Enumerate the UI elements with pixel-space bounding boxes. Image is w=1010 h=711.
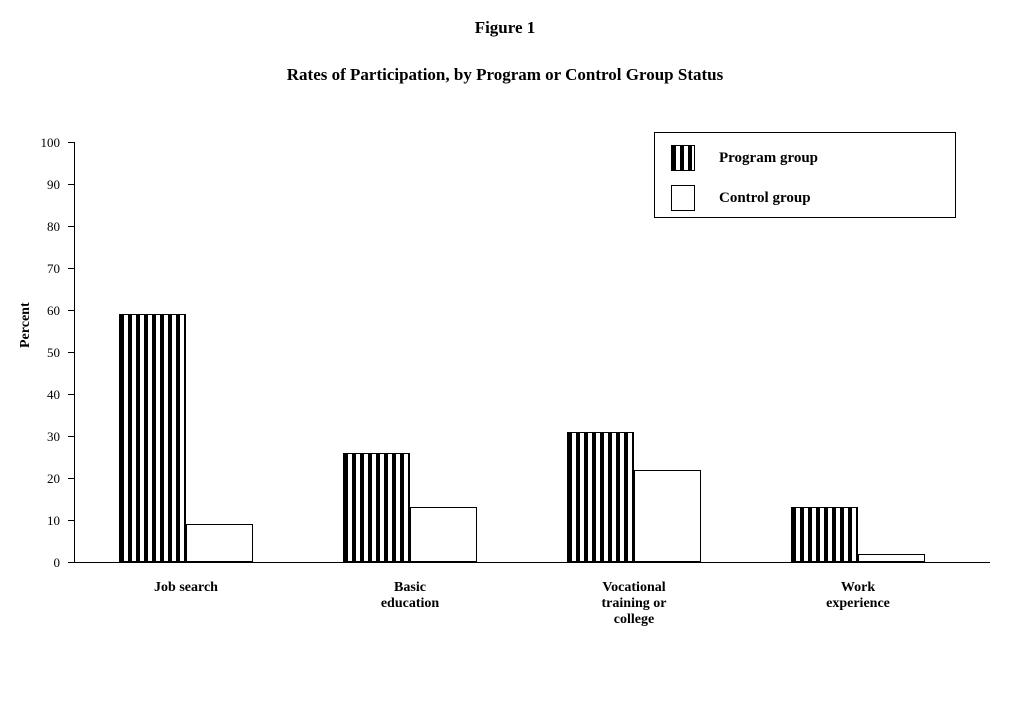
figure-title: Rates of Participation, by Program or Co… bbox=[0, 65, 1010, 85]
y-tick-label: 20 bbox=[20, 471, 60, 487]
bar-program bbox=[791, 507, 858, 562]
x-category-line: Vocational bbox=[522, 580, 746, 596]
y-tick bbox=[68, 520, 74, 521]
legend-swatch-control bbox=[671, 185, 695, 211]
y-tick-label: 0 bbox=[20, 555, 60, 571]
x-category-line: education bbox=[298, 596, 522, 612]
legend-label: Control group bbox=[719, 190, 811, 207]
x-category-label: Basiceducation bbox=[298, 580, 522, 612]
x-category-label: Vocationaltraining orcollege bbox=[522, 580, 746, 628]
y-tick-label: 10 bbox=[20, 513, 60, 529]
x-category-label: Job search bbox=[74, 580, 298, 596]
y-tick bbox=[68, 352, 74, 353]
y-tick bbox=[68, 184, 74, 185]
x-category-line: college bbox=[522, 612, 746, 628]
x-category-line: Job search bbox=[74, 580, 298, 596]
y-tick bbox=[68, 394, 74, 395]
y-tick-label: 40 bbox=[20, 387, 60, 403]
bar-program bbox=[119, 314, 186, 562]
y-tick-label: 70 bbox=[20, 261, 60, 277]
legend-row: Program group bbox=[671, 145, 818, 171]
bar-control bbox=[410, 507, 477, 562]
y-tick bbox=[68, 268, 74, 269]
x-category-label: Workexperience bbox=[746, 580, 970, 612]
y-tick bbox=[68, 562, 74, 563]
y-tick bbox=[68, 226, 74, 227]
legend-swatch-program bbox=[671, 145, 695, 171]
y-tick-label: 30 bbox=[20, 429, 60, 445]
x-category-line: Work bbox=[746, 580, 970, 596]
y-axis-line bbox=[74, 142, 75, 562]
y-tick bbox=[68, 436, 74, 437]
y-tick bbox=[68, 142, 74, 143]
bar-control bbox=[858, 554, 925, 562]
y-tick bbox=[68, 478, 74, 479]
y-tick-label: 90 bbox=[20, 177, 60, 193]
y-tick-label: 100 bbox=[20, 135, 60, 151]
x-category-line: Basic bbox=[298, 580, 522, 596]
x-axis-line bbox=[74, 562, 990, 563]
bar-control bbox=[186, 524, 253, 562]
y-tick bbox=[68, 310, 74, 311]
y-tick-label: 80 bbox=[20, 219, 60, 235]
bar-control bbox=[634, 470, 701, 562]
y-axis-label: Percent bbox=[18, 303, 34, 349]
bar-program bbox=[343, 453, 410, 562]
bar-program bbox=[567, 432, 634, 562]
figure-number: Figure 1 bbox=[0, 18, 1010, 38]
x-category-line: training or bbox=[522, 596, 746, 612]
figure-page: Figure 1 Rates of Participation, by Prog… bbox=[0, 0, 1010, 711]
legend-label: Program group bbox=[719, 150, 818, 167]
legend-row: Control group bbox=[671, 185, 811, 211]
legend-box: Program group Control group bbox=[654, 132, 956, 218]
x-category-line: experience bbox=[746, 596, 970, 612]
